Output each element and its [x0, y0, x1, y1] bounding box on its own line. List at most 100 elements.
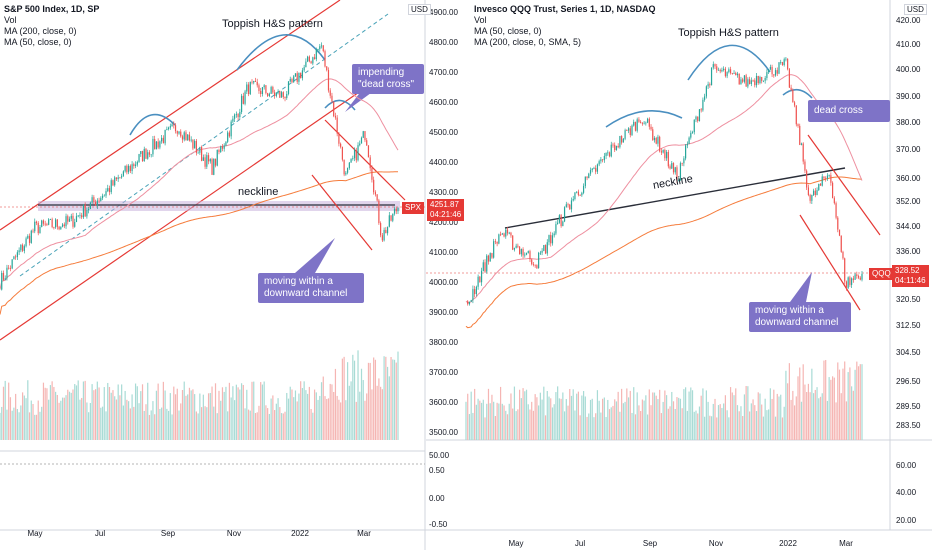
spx-candle-body — [91, 197, 93, 203]
spx-volume-bar — [79, 399, 81, 440]
qqq-candle-body — [700, 109, 702, 111]
qqq-volume-bar — [702, 388, 704, 440]
spx-candle-body — [289, 79, 291, 82]
qqq-volume-bar — [494, 415, 496, 440]
qqq-candle-body — [506, 229, 509, 234]
qqq-candle-body — [728, 69, 730, 73]
spx-volume-bar — [324, 396, 326, 440]
spx-volume-bar — [9, 397, 12, 440]
spx-volume-bar — [220, 400, 222, 440]
spx-candle-body — [286, 93, 288, 99]
spx-axis-unit[interactable]: USD — [408, 4, 431, 15]
qqq-volume-bar — [759, 393, 761, 440]
spx-volume-bar — [117, 384, 119, 440]
spx-candle-body — [103, 195, 105, 197]
spx-candle-body — [63, 224, 65, 227]
spx-candle-body — [305, 61, 307, 68]
spx-volume-bar — [44, 387, 46, 440]
qqq-candle-body — [842, 251, 844, 259]
qqq-candle-body — [615, 145, 618, 151]
qqq-volume-bar — [849, 367, 851, 440]
qqq-volume-bar — [816, 387, 818, 440]
spx-volume-bar — [174, 394, 177, 440]
qqq-candle-body — [494, 241, 496, 243]
qqq-candle-body — [612, 144, 614, 146]
spx-candle-body — [340, 143, 342, 147]
qqq-candle-body — [638, 119, 640, 122]
qqq-volume-bar — [646, 414, 649, 440]
spx-volume-bar — [228, 382, 231, 440]
spx-volume-bar — [350, 381, 352, 440]
qqq-volume-bar — [538, 405, 540, 440]
qqq-ma200-line — [465, 176, 863, 329]
spx-volume-bar — [373, 357, 375, 440]
qqq-volume-bar — [598, 400, 600, 440]
spx-volume-bar — [101, 406, 104, 440]
qqq-candle-body — [755, 75, 758, 86]
qqq-candle-body — [468, 301, 471, 305]
qqq-candle-body — [676, 167, 678, 181]
qqq-candle-body — [648, 118, 650, 127]
qqq-volume-bar — [774, 416, 777, 440]
spx-legend-ma50[interactable]: MA (50, close, 0) — [4, 37, 72, 47]
spx-dead-cross-callout: impending "dead cross" — [352, 64, 424, 94]
spx-legend-vol[interactable]: Vol — [4, 15, 17, 25]
qqq-volume-bar — [738, 411, 740, 440]
spx-candle-body — [53, 227, 55, 228]
qqq-candle-body — [854, 274, 856, 280]
qqq-candle-body — [588, 173, 590, 179]
spx-candle-body — [320, 45, 323, 47]
spx-candle-body — [287, 81, 290, 94]
qqq-candle-body — [517, 245, 519, 247]
spx-volume-bar — [100, 407, 102, 440]
spx-candle-body — [171, 124, 173, 127]
spx-candle-body — [147, 152, 149, 159]
spx-volume-bar — [32, 403, 34, 440]
spx-candle-body — [275, 92, 277, 97]
spx-candle-body — [145, 148, 147, 159]
qqq-candle-body — [660, 151, 663, 153]
spx-volume-bar — [166, 408, 168, 440]
spx-candle-body — [263, 85, 265, 88]
qqq-volume-bar — [636, 392, 638, 440]
spx-candle-body — [220, 146, 222, 153]
qqq-candle-body — [742, 79, 744, 82]
qqq-candle-body — [565, 204, 567, 208]
qqq-legend-vol[interactable]: Vol — [474, 15, 487, 25]
spx-candle-body — [216, 149, 218, 166]
qqq-axis-unit[interactable]: USD — [904, 4, 927, 15]
qqq-volume-bar — [650, 405, 652, 440]
spx-volume-bar — [218, 390, 220, 440]
spx-volume-bar — [305, 390, 307, 440]
spx-volume-bar — [385, 356, 387, 440]
spx-volume-bar — [322, 376, 324, 440]
spx-candle-body — [133, 164, 135, 167]
qqq-candle-body — [619, 135, 621, 148]
qqq-volume-bar — [529, 409, 531, 440]
spx-candle-body — [270, 87, 272, 94]
spx-candle-body — [72, 215, 74, 227]
qqq-volume-bar — [565, 399, 567, 440]
qqq-volume-bar — [629, 390, 631, 440]
qqq-candle-body — [672, 163, 675, 173]
qqq-legend-ma50[interactable]: MA (50, close, 0) — [474, 26, 542, 36]
spx-candle-body — [68, 218, 71, 222]
spx-volume-bar — [395, 362, 397, 440]
spx-volume-bar — [327, 398, 330, 440]
spx-candle-body — [159, 141, 161, 148]
spx-volume-bar — [268, 413, 270, 440]
qqq-volume-bar — [593, 417, 595, 440]
spx-candle-body — [20, 244, 22, 251]
spx-candle-body — [49, 219, 52, 221]
qqq-legend-ma200[interactable]: MA (200, close, 0, SMA, 5) — [474, 37, 582, 47]
qqq-volume-bar — [619, 411, 621, 440]
spx-legend-ma200[interactable]: MA (200, close, 0) — [4, 26, 77, 36]
qqq-candle-body — [467, 301, 469, 305]
spx-candle-body — [376, 194, 378, 201]
qqq-volume-bar — [608, 409, 611, 440]
qqq-candle-body — [740, 79, 742, 85]
qqq-candle-body — [857, 275, 860, 278]
spx-volume-bar — [53, 386, 55, 440]
qqq-candle-body — [536, 265, 538, 269]
